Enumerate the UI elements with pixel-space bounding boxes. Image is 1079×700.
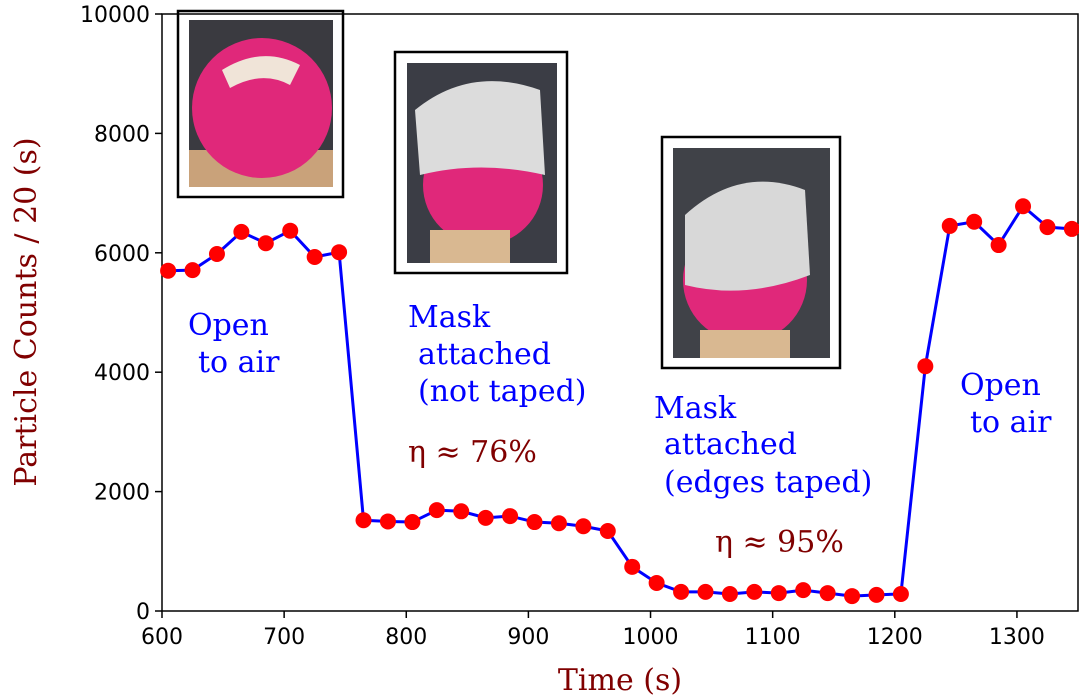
annotation: η ≈ 76%	[408, 435, 537, 470]
data-point	[942, 218, 958, 234]
annotation: (edges taped)	[664, 465, 872, 500]
y-tick-label: 8000	[94, 122, 150, 147]
x-tick-label: 1000	[623, 625, 679, 650]
data-point	[966, 214, 982, 230]
data-point	[673, 584, 689, 600]
data-point	[624, 559, 640, 575]
x-tick-label: 900	[507, 625, 549, 650]
data-point	[1039, 219, 1055, 235]
data-point	[453, 503, 469, 519]
x-tick-label: 1200	[867, 625, 923, 650]
data-point	[649, 575, 665, 591]
data-point	[429, 502, 445, 518]
annotation: Open	[960, 368, 1041, 403]
y-tick-label: 0	[136, 600, 150, 625]
data-point	[575, 518, 591, 534]
series-line	[168, 206, 1072, 596]
photo-open	[178, 11, 343, 197]
annotation: Open	[188, 308, 269, 343]
data-point	[502, 508, 518, 524]
annotation: to air	[198, 345, 280, 380]
x-tick-label: 1300	[989, 625, 1045, 650]
y-tick-label: 10000	[80, 3, 150, 28]
annotation: η ≈ 95%	[715, 525, 844, 560]
x-tick-label: 700	[263, 625, 305, 650]
data-point	[160, 263, 176, 279]
data-point	[209, 246, 225, 262]
data-point	[844, 588, 860, 604]
data-point	[527, 514, 543, 530]
data-point	[600, 523, 616, 539]
annotation: Mask	[408, 300, 491, 335]
data-point	[478, 510, 494, 526]
annotation: attached	[418, 337, 551, 372]
data-point	[356, 512, 372, 528]
annotation: to air	[970, 405, 1052, 440]
chart: Time (s) Particle Counts / 20 (s) 600 700…	[0, 0, 1079, 700]
y-axis-label: Particle Counts / 20 (s)	[9, 137, 44, 486]
y-tick-label: 6000	[94, 242, 150, 267]
x-tick-label: 800	[385, 625, 427, 650]
data-point	[917, 358, 933, 374]
data-point	[795, 582, 811, 598]
x-tick-label: 600	[141, 625, 183, 650]
annotation: attached	[664, 427, 797, 462]
data-point	[404, 514, 420, 530]
photo-mask-taped	[662, 137, 840, 368]
data-point	[185, 262, 201, 278]
data-point	[258, 235, 274, 251]
y-tick-label: 4000	[94, 361, 150, 386]
photo-mask-untaped	[395, 52, 567, 273]
data-point	[893, 586, 909, 602]
data-point	[697, 584, 713, 600]
data-point	[233, 224, 249, 240]
x-tick-label: 1100	[745, 625, 801, 650]
data-point	[722, 586, 738, 602]
data-point	[331, 244, 347, 260]
data-point	[820, 585, 836, 601]
data-point	[771, 585, 787, 601]
data-point	[551, 515, 567, 531]
data-point	[991, 237, 1007, 253]
data-point	[282, 223, 298, 239]
data-point	[746, 584, 762, 600]
data-point	[307, 249, 323, 265]
data-point	[1015, 198, 1031, 214]
annotation: (not taped)	[418, 374, 587, 409]
data-point	[380, 513, 396, 529]
data-point	[1064, 221, 1079, 237]
annotation: Mask	[654, 391, 737, 426]
data-point	[868, 587, 884, 603]
x-axis-label: Time (s)	[558, 663, 682, 698]
y-tick-label: 2000	[94, 481, 150, 506]
